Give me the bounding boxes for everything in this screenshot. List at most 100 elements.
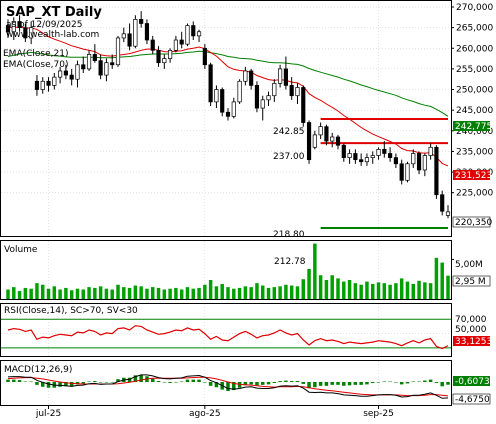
candle	[260, 95, 265, 121]
candle	[393, 153, 398, 168]
candle-body	[283, 68, 288, 86]
volume-bar	[197, 287, 201, 299]
candle-body	[144, 23, 150, 41]
candle-body	[399, 163, 404, 181]
macd-histogram-bar	[399, 382, 404, 385]
volume-bar	[411, 283, 415, 299]
volume-bar	[145, 288, 149, 299]
volume-bar	[46, 288, 51, 299]
candle-body	[416, 153, 422, 171]
candle	[335, 134, 341, 150]
volume-bar	[220, 283, 224, 299]
candle	[318, 122, 323, 140]
volume-bar	[179, 289, 184, 299]
volume-bar	[324, 280, 329, 299]
price-tick-label: 225,000	[456, 189, 493, 199]
last-price-tag	[452, 216, 491, 228]
volume-bar	[87, 287, 91, 299]
macd-histogram-bar	[197, 379, 201, 382]
candle	[185, 23, 190, 47]
candle	[243, 66, 248, 86]
macd-histogram-bar	[405, 382, 410, 384]
candle	[52, 73, 57, 90]
macd-histogram-bar	[411, 381, 415, 383]
macd-histogram-bar	[301, 382, 305, 384]
macd-histogram-bar	[336, 382, 340, 385]
candle	[220, 87, 225, 117]
low-annotation: 218.80	[273, 230, 305, 240]
ema21-tag-text: 231,523	[455, 171, 492, 181]
macd-tag-1-text: -0,6073	[455, 377, 490, 387]
candle	[434, 145, 439, 199]
macd-histogram-bar	[46, 382, 51, 388]
price-axis: 270,000 265,000 260,000 255,000 250,000 245,0…	[451, 3, 493, 199]
volume-bar	[365, 281, 369, 299]
candle-body	[289, 85, 294, 97]
candle-body	[225, 111, 231, 117]
candle-body	[411, 153, 416, 165]
macd-histogram-bar	[342, 382, 346, 386]
macd-histogram-bar	[35, 382, 39, 385]
rsi-series	[1, 318, 451, 350]
candle	[428, 143, 433, 160]
candle	[133, 15, 138, 49]
candle	[249, 68, 254, 90]
price-tick-label: 270,000	[456, 3, 493, 13]
candle-body	[272, 82, 277, 97]
candle	[416, 151, 422, 175]
candle	[179, 31, 184, 49]
macd-label: MACD(12,26,9)	[4, 365, 72, 375]
candle	[196, 29, 202, 43]
candle	[359, 153, 364, 166]
macd-histogram-bar	[353, 382, 358, 385]
volume-bar	[272, 287, 277, 299]
candle	[173, 35, 178, 53]
candle-body	[445, 211, 451, 216]
candle-body	[301, 87, 306, 123]
macd-tag-1	[453, 376, 490, 386]
high1-annotation: 242.85	[273, 127, 305, 137]
candle-body	[40, 80, 45, 90]
volume-bar	[318, 275, 323, 299]
volume-bar	[104, 288, 109, 299]
macd-histogram-bar	[81, 382, 85, 384]
candle-body	[295, 87, 300, 97]
volume-bar	[237, 287, 242, 299]
volume-tag-text: 2,95 M	[455, 277, 486, 287]
candle	[237, 79, 242, 104]
macd-histogram-bar	[110, 382, 114, 383]
volume-bar	[371, 283, 375, 299]
volume-bar	[289, 285, 294, 299]
macd-histogram-bar	[69, 382, 74, 387]
macd-histogram-bar	[191, 379, 195, 382]
macd-histogram-bar	[376, 382, 381, 383]
ema-lines	[7, 26, 449, 167]
volume-bar	[446, 275, 450, 299]
macd-histogram-bar	[289, 381, 294, 382]
candle	[283, 56, 288, 90]
candle-body	[266, 95, 271, 101]
price-tick-label: 260,000	[456, 44, 493, 54]
candle	[23, 23, 28, 43]
candle-body	[69, 74, 74, 80]
candle-body	[382, 149, 387, 154]
volume-bar	[75, 288, 80, 299]
candle-body	[364, 157, 370, 163]
candle-body	[440, 194, 445, 212]
candle	[225, 108, 231, 121]
volume-bar	[29, 288, 33, 299]
candle-body	[52, 76, 57, 86]
candle-body	[335, 136, 341, 146]
macd-histogram-bar	[284, 380, 288, 382]
macd-histogram-bar	[203, 382, 207, 383]
macd-histogram-bar	[12, 379, 16, 382]
volume-bar	[214, 286, 219, 299]
macd-histogram-bar	[185, 379, 190, 382]
candle-body	[196, 31, 202, 37]
candle-body	[330, 136, 335, 142]
candle-body	[23, 27, 28, 39]
volume-bar	[174, 287, 178, 299]
candle	[422, 153, 427, 177]
candle	[208, 62, 213, 107]
